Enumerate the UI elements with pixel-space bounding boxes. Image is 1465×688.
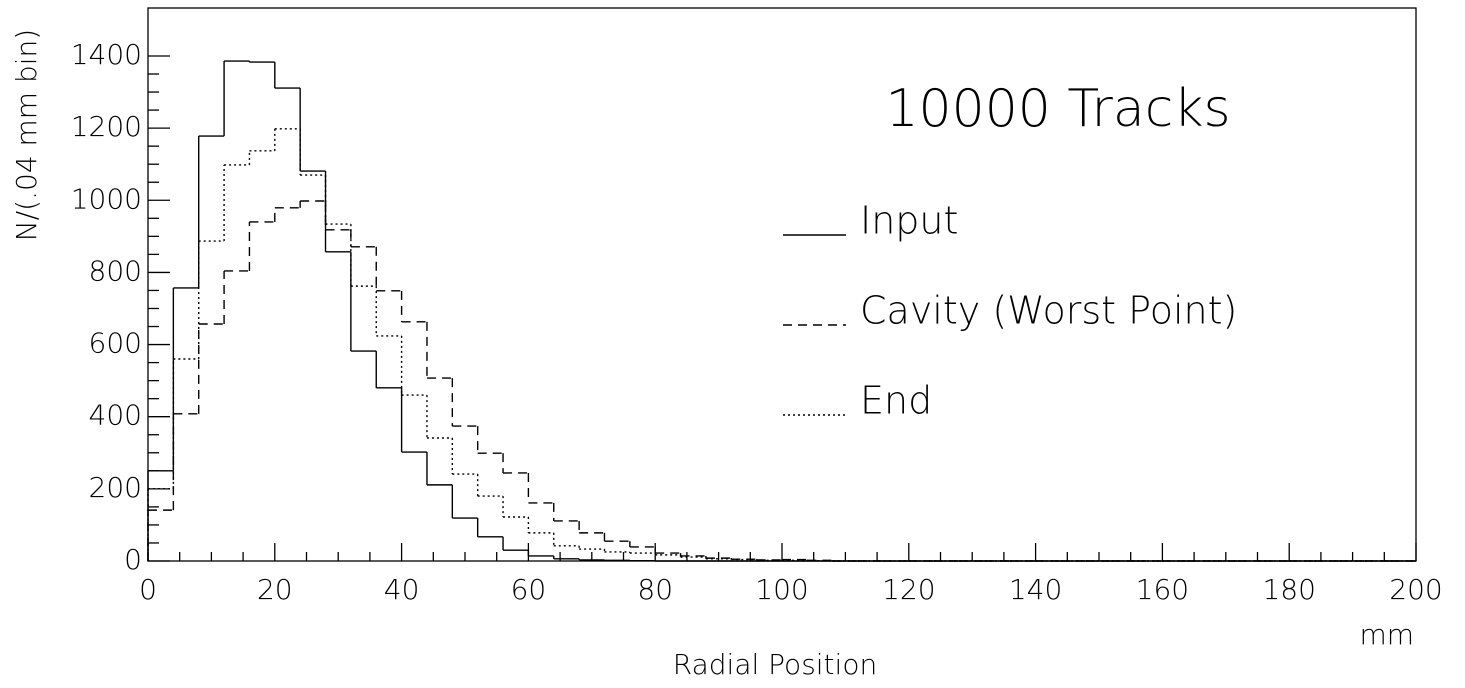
y-tick-label: 1400 <box>71 38 142 71</box>
y-tick-label: 1200 <box>71 110 142 143</box>
x-tick-label: 180 <box>1262 573 1315 606</box>
x-tick-label: 20 <box>257 573 293 606</box>
y-tick-label: 400 <box>89 399 142 432</box>
x-axis-label: Radial Position <box>673 648 877 681</box>
y-tick-label: 600 <box>89 327 142 360</box>
y-tick-label: 200 <box>89 471 142 504</box>
x-tick-label: 40 <box>384 573 420 606</box>
x-tick-label: 100 <box>755 573 808 606</box>
x-tick-label: 60 <box>511 573 547 606</box>
y-tick-label: 1000 <box>71 182 142 215</box>
x-tick-label: 120 <box>882 573 935 606</box>
x-tick-label: 140 <box>1009 573 1062 606</box>
x-tick-label: 0 <box>139 573 157 606</box>
y-tick-label: 800 <box>89 254 142 287</box>
annotation: 10000 Tracks <box>885 79 1230 139</box>
legend-label: End <box>860 379 932 423</box>
legend-label: Cavity (Worst Point) <box>860 289 1237 333</box>
legend-label: Input <box>860 199 958 243</box>
x-axis-unit: mm <box>1359 618 1414 651</box>
x-tick-label: 200 <box>1389 573 1442 606</box>
x-tick-label: 160 <box>1136 573 1189 606</box>
y-tick-label: 0 <box>124 543 142 576</box>
x-tick-label: 80 <box>637 573 673 606</box>
y-axis-label: N/(.04 mm bin) <box>10 29 43 241</box>
